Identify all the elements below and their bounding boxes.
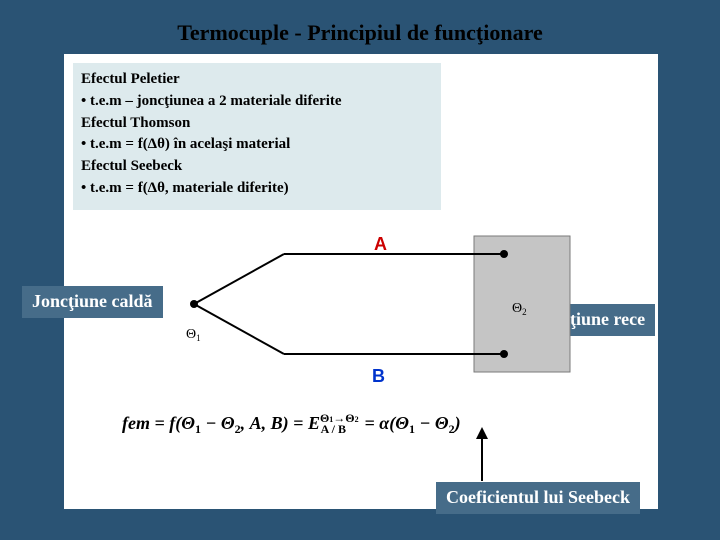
cold-node-B bbox=[500, 350, 508, 358]
seebeck-arrow-head bbox=[476, 427, 488, 439]
effects-line: • t.e.m – joncţiunea a 2 materiale difer… bbox=[81, 91, 433, 113]
page-title: Termocuple - Principiul de funcţionare bbox=[0, 20, 720, 46]
wire-hot-to-B bbox=[194, 304, 284, 354]
effects-box: Efectul Peletier • t.e.m – joncţiunea a … bbox=[73, 63, 441, 210]
thermocouple-diagram: A B Θ1 Θ2 bbox=[64, 224, 658, 394]
effects-line: • t.e.m = f(Δθ, materiale diferite) bbox=[81, 178, 433, 200]
effects-line: Efectul Thomson bbox=[81, 113, 433, 135]
effects-line: Efectul Seebeck bbox=[81, 156, 433, 178]
effects-line: • t.e.m = f(Δθ) în acelaşi material bbox=[81, 134, 433, 156]
wire-hot-to-A bbox=[194, 254, 284, 304]
cold-node-A bbox=[500, 250, 508, 258]
seebeck-coeff-label: Coeficientul lui Seebeck bbox=[436, 482, 640, 514]
theta1-symbol: Θ1 bbox=[186, 327, 201, 343]
hot-node bbox=[190, 300, 198, 308]
wire-label-B: B bbox=[372, 366, 385, 386]
fem-equation: fem = f(Θ1 − Θ2, A, B) = EΘ1→Θ2A / B = α… bbox=[122, 412, 461, 435]
content-area: Efectul Peletier • t.e.m – joncţiunea a … bbox=[64, 54, 658, 509]
wire-label-A: A bbox=[374, 234, 387, 254]
effects-line: Efectul Peletier bbox=[81, 69, 433, 91]
